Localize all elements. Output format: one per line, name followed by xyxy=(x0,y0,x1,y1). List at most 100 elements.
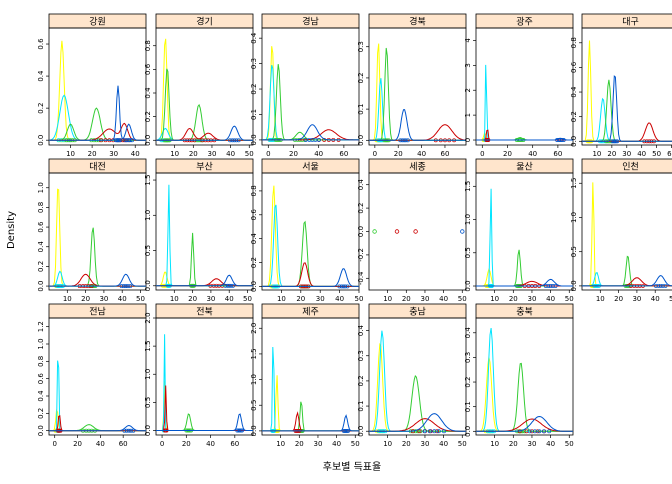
y-tick-label: 1.0 xyxy=(250,374,258,385)
x-tick-label: 20 xyxy=(88,150,97,158)
x-tick-label: 40 xyxy=(439,440,448,448)
panel-전북: 전북 0 20 40 60 0.0 0.5 1.0 1.5 2.0 xyxy=(144,303,254,448)
panel-strip-label: 대구 xyxy=(622,17,639,28)
x-tick-label: 50 xyxy=(136,295,145,303)
y-tick-label: 0.2 xyxy=(357,72,365,83)
panel-frame xyxy=(581,27,672,146)
y-tick-label: 0.2 xyxy=(144,111,152,122)
density-curve-series-3 xyxy=(49,415,146,432)
y-tick-label: 0.4 xyxy=(357,324,365,336)
y-tick-label: 0.5 xyxy=(570,246,578,257)
x-tick-label: 20 xyxy=(73,440,82,448)
x-tick-label: 30 xyxy=(99,295,108,303)
density-curve-series-0 xyxy=(582,182,672,287)
panel-부산: 부산 10 20 30 40 50 0.0 0.5 1.0 1.5 xyxy=(144,158,254,303)
x-tick-label: 40 xyxy=(332,440,341,448)
y-tick-label: 0.6 xyxy=(144,63,152,75)
y-tick-label: 1.0 xyxy=(144,210,152,221)
density-curve-series-1 xyxy=(476,64,573,141)
x-tick-label: 20 xyxy=(607,150,616,158)
data-point-series-3 xyxy=(394,229,400,234)
density-curve-series-4 xyxy=(156,274,253,287)
density-curve-series-1 xyxy=(156,184,253,287)
density-curve-series-2 xyxy=(476,249,573,287)
y-tick-label: 0.0 xyxy=(357,226,365,237)
y-axis-title: Density xyxy=(6,211,17,249)
y-tick-label: 0.2 xyxy=(464,376,472,387)
x-tick-label: 30 xyxy=(421,440,430,448)
x-tick-label: 40 xyxy=(528,150,537,158)
x-axis-title: 후보별 득표율 xyxy=(323,461,381,473)
x-tick-label: 20 xyxy=(182,440,191,448)
rug-point-series-4 xyxy=(432,429,437,434)
x-tick-label: 20 xyxy=(402,295,411,303)
panel-frame xyxy=(475,27,574,146)
rug-point-series-4 xyxy=(238,428,243,433)
x-tick-label: 10 xyxy=(592,150,601,158)
rug-point-series-4 xyxy=(117,138,122,143)
rug-point-series-4 xyxy=(303,137,308,142)
x-tick-label: 10 xyxy=(63,295,72,303)
x-tick-label: 40 xyxy=(546,440,555,448)
density-curve-series-4 xyxy=(369,109,466,141)
panel-경기: 경기 10 20 30 40 50 0.0 0.2 0.4 0.6 0.8 xyxy=(144,13,254,158)
y-tick-label: 0.0 xyxy=(37,425,45,436)
y-tick-label: 0.4 xyxy=(37,70,45,82)
x-tick-label: 50 xyxy=(652,150,661,158)
rug-point-series-4 xyxy=(232,138,237,143)
y-tick-label: -0.4 xyxy=(357,271,365,285)
rug-point-series-4 xyxy=(436,429,441,434)
rug-point-series-4 xyxy=(122,428,127,433)
rug-point-series-4 xyxy=(121,284,126,289)
density-curve-series-0 xyxy=(49,40,146,141)
density-curve-series-4 xyxy=(582,75,672,142)
y-tick-label: 0 xyxy=(464,138,472,142)
panel-strip-label: 울산 xyxy=(516,162,533,173)
x-tick-label: 20 xyxy=(189,150,198,158)
x-tick-label: 0 xyxy=(480,150,484,158)
panel-strip-label: 전북 xyxy=(196,307,213,318)
x-tick-label: 40 xyxy=(226,150,235,158)
x-tick-label: 20 xyxy=(614,295,623,303)
x-tick-label: 50 xyxy=(565,295,574,303)
y-tick-label: 0.6 xyxy=(37,373,45,385)
x-tick-label: 40 xyxy=(314,150,323,158)
x-tick-label: 30 xyxy=(632,295,641,303)
panel-strip-label: 경북 xyxy=(409,16,426,28)
y-tick-label: 0.0 xyxy=(144,280,152,291)
rug-point-series-4 xyxy=(316,137,321,142)
rug-point-series-4 xyxy=(559,138,564,142)
panel-충남: 충남 10 20 30 40 50 0.0 0.1 0.2 0.3 0.4 xyxy=(357,303,467,448)
panel-frame xyxy=(155,27,254,146)
density-curve-series-2 xyxy=(262,64,359,141)
y-tick-label: 0.2 xyxy=(250,83,258,94)
x-tick-label: 60 xyxy=(553,150,562,158)
x-tick-label: 20 xyxy=(81,295,90,303)
y-tick-label: 0.2 xyxy=(37,261,45,272)
y-tick-label: 1.2 xyxy=(37,321,45,332)
y-tick-label: 0.4 xyxy=(250,32,258,44)
density-curve-series-4 xyxy=(262,124,359,141)
x-tick-label: 0 xyxy=(373,150,377,158)
y-tick-label: 0.2 xyxy=(37,103,45,114)
y-tick-label: 0.3 xyxy=(250,58,258,69)
rug-point-series-4 xyxy=(231,283,235,288)
density-curve-series-2 xyxy=(262,401,359,432)
density-curve-series-1 xyxy=(262,204,359,287)
rug-point-series-4 xyxy=(128,428,133,433)
y-tick-label: 0.2 xyxy=(250,257,258,268)
y-tick-label: 0.4 xyxy=(37,390,45,402)
density-curve-series-4 xyxy=(49,273,146,287)
y-tick-label: 0.0 xyxy=(250,281,258,292)
x-tick-label: 40 xyxy=(225,295,234,303)
x-tick-label: 40 xyxy=(335,295,344,303)
rug-point-series-4 xyxy=(130,138,135,143)
x-tick-label: 20 xyxy=(295,440,304,448)
x-tick-label: 40 xyxy=(546,295,555,303)
y-tick-label: 0.3 xyxy=(357,350,365,361)
y-tick-label: 0.1 xyxy=(357,400,365,411)
x-tick-label: 40 xyxy=(651,295,660,303)
x-tick-label: 40 xyxy=(118,295,127,303)
density-curve-series-3 xyxy=(582,122,672,142)
